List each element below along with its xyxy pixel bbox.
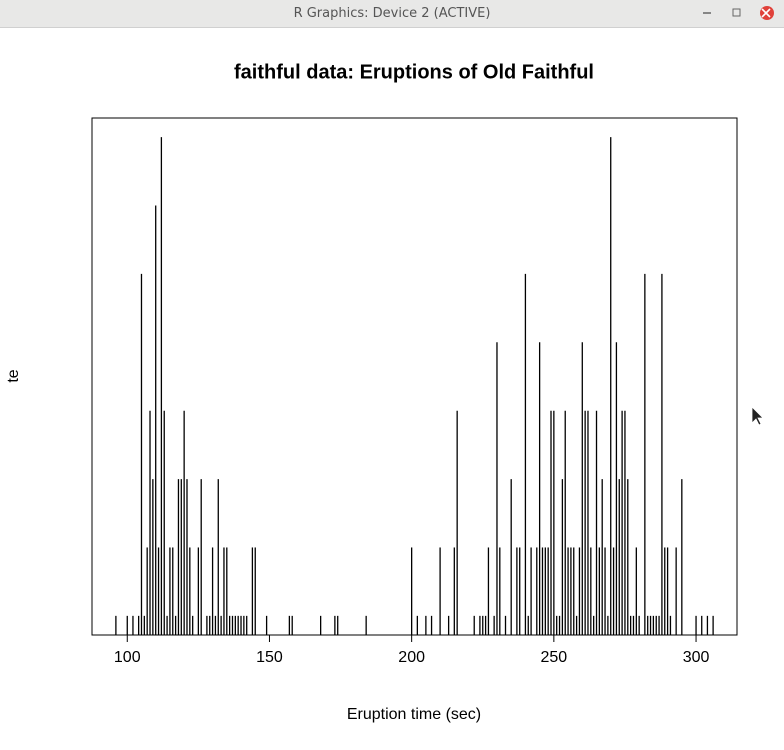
title-bar: R Graphics: Device 2 (ACTIVE) xyxy=(0,0,784,28)
cursor xyxy=(751,406,764,426)
x-axis-label: Eruption time (sec) xyxy=(347,706,481,723)
plot-frame xyxy=(91,117,738,636)
x-tick-label: 300 xyxy=(683,649,710,666)
window-title: R Graphics: Device 2 (ACTIVE) xyxy=(293,6,491,21)
x-tick-label: 200 xyxy=(398,649,425,666)
chart-title: faithful data: Eruptions of Old Faithful xyxy=(234,61,594,83)
y-axis-label: te xyxy=(5,369,22,382)
maximize-button[interactable] xyxy=(732,8,741,17)
x-tick-label: 150 xyxy=(256,649,283,666)
x-tick-label: 250 xyxy=(541,649,568,666)
close-icon xyxy=(761,8,771,18)
x-tick-label: 100 xyxy=(114,649,141,666)
